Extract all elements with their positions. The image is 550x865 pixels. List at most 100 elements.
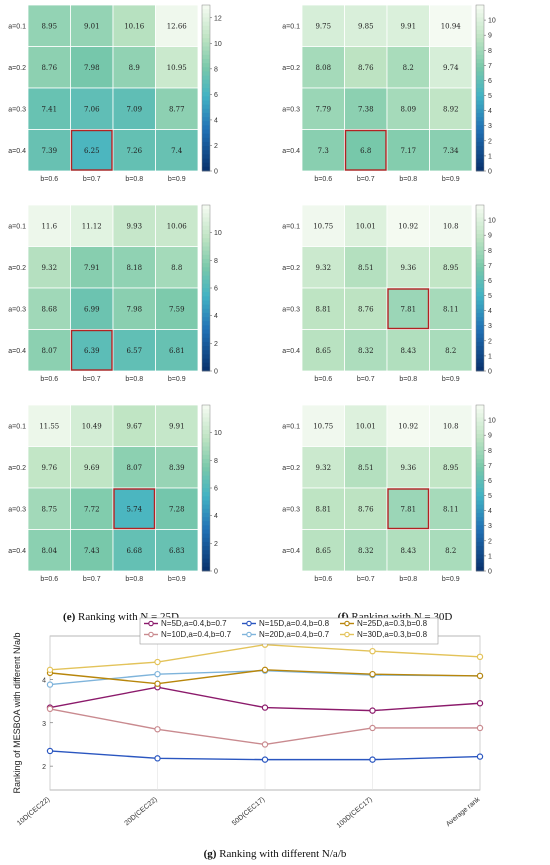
colorbar-segment xyxy=(476,438,484,443)
data-point xyxy=(369,670,376,678)
col-label: b=0.7 xyxy=(83,576,101,583)
cell-value: 8.76 xyxy=(41,64,57,72)
cell-value: 8.11 xyxy=(443,305,459,313)
colorbar-segment xyxy=(202,221,210,227)
colorbar-segment xyxy=(476,492,484,497)
colorbar-segment xyxy=(476,500,484,505)
colorbar-segment xyxy=(476,479,484,485)
data-point xyxy=(46,681,54,688)
row-label: a=0.4 xyxy=(8,348,26,355)
colorbar-segment xyxy=(202,100,210,105)
caption-letter: (g) xyxy=(204,848,217,860)
cell-value: 10.8 xyxy=(443,422,459,430)
colorbar-tick-label: 9 xyxy=(488,233,492,240)
heatmap-cell xyxy=(386,487,430,530)
colorbar-segment xyxy=(476,108,484,114)
colorbar-segment xyxy=(476,225,484,231)
row-label: a=0.3 xyxy=(8,106,26,113)
colorbar-frame xyxy=(475,404,485,572)
cell-value: 8.77 xyxy=(169,105,185,113)
cell-value: 8.81 xyxy=(315,505,331,513)
cell-value: 8.65 xyxy=(315,547,331,555)
cell-value: 8.07 xyxy=(41,347,57,355)
colorbar-segment xyxy=(202,96,210,101)
colorbar-segment xyxy=(476,158,484,164)
cell-value: 10.75 xyxy=(313,222,333,230)
colorbar-tick-label: 7 xyxy=(488,263,492,270)
colorbar-segment xyxy=(476,346,484,351)
row-label: a=0.1 xyxy=(282,23,300,30)
colorbar-segment xyxy=(476,467,484,472)
colorbar-segment xyxy=(202,238,210,243)
colorbar-tick-label: 1 xyxy=(488,353,492,360)
colorbar-tick-label: 2 xyxy=(488,138,492,145)
heatmap-cell xyxy=(112,4,156,47)
data-point xyxy=(476,753,484,760)
colorbar-segment xyxy=(202,58,210,64)
colorbar-segment xyxy=(476,112,484,118)
colorbar-segment xyxy=(202,71,210,76)
colorbar-segment xyxy=(476,258,484,264)
colorbar-segment xyxy=(476,450,484,456)
colorbar-segment xyxy=(476,325,484,330)
colorbar-segment xyxy=(202,17,210,22)
legend-swatch-marker xyxy=(246,620,252,627)
col-label: b=0.8 xyxy=(399,176,417,183)
colorbar-segment xyxy=(202,209,210,214)
heatmap-cell xyxy=(155,329,199,372)
colorbar-segment xyxy=(476,166,484,172)
data-point xyxy=(154,755,161,762)
colorbar-segment xyxy=(202,34,210,39)
colorbar-segment xyxy=(476,317,484,322)
colorbar-tick-label: 4 xyxy=(214,313,218,320)
col-label: b=0.6 xyxy=(314,576,332,583)
colorbar-segment xyxy=(202,550,210,555)
heatmap-cell xyxy=(70,446,114,489)
colorbar-tick-label: 9 xyxy=(488,433,492,440)
row-label: a=0.3 xyxy=(282,506,300,513)
colorbar-tick-label: 8 xyxy=(214,258,218,265)
colorbar-segment xyxy=(202,246,210,252)
cell-value: 7.91 xyxy=(84,264,100,272)
colorbar-segment xyxy=(202,533,210,539)
col-label: b=0.9 xyxy=(442,376,460,383)
colorbar-tick-label: 3 xyxy=(488,323,492,330)
heatmap-cell xyxy=(344,404,388,447)
colorbar-tick-label: 8 xyxy=(488,248,492,255)
colorbar-segment xyxy=(202,500,210,505)
colorbar-segment xyxy=(476,17,484,22)
colorbar-tick-label: 0 xyxy=(214,569,218,576)
legend-label: N=10D,a=0.4,b=0.7 xyxy=(161,630,232,639)
best-cell-highlight xyxy=(387,488,430,530)
colorbar-segment xyxy=(476,508,484,514)
colorbar-segment xyxy=(202,512,210,518)
colorbar-segment xyxy=(202,413,210,418)
colorbar-segment xyxy=(202,366,210,372)
colorbar-segment xyxy=(476,329,484,335)
colorbar-segment xyxy=(476,471,484,476)
colorbar-segment xyxy=(476,229,484,235)
colorbar-tick-label: 5 xyxy=(488,293,492,300)
heatmap-cell xyxy=(70,129,114,172)
colorbar-segment xyxy=(202,242,210,247)
colorbar-segment xyxy=(202,258,210,264)
colorbar-segment xyxy=(476,150,484,155)
colorbar-segment xyxy=(202,67,210,72)
cell-value: 8.2 xyxy=(445,547,456,555)
colorbar-segment xyxy=(476,50,484,56)
colorbar-segment xyxy=(202,117,210,122)
heatmap-cell xyxy=(386,204,430,247)
colorbar-segment xyxy=(476,25,484,31)
colorbar-segment xyxy=(202,417,210,422)
cell-value: 9.74 xyxy=(443,64,459,72)
heatmap-cell xyxy=(155,446,199,489)
colorbar-segment xyxy=(202,234,210,239)
colorbar-segment xyxy=(202,471,210,476)
colorbar-tick-label: 10 xyxy=(214,41,222,48)
heatmap-f: 10.75 10.01 10.92 10.8 9.32 8.51 9.36 8.95 8.81 8… xyxy=(282,404,496,623)
row-label: a=0.4 xyxy=(282,348,300,355)
colorbar-tick-label: 12 xyxy=(214,15,222,22)
cell-value: 10.94 xyxy=(441,22,462,30)
colorbar-segment xyxy=(202,108,210,114)
colorbar-segment xyxy=(202,83,210,89)
